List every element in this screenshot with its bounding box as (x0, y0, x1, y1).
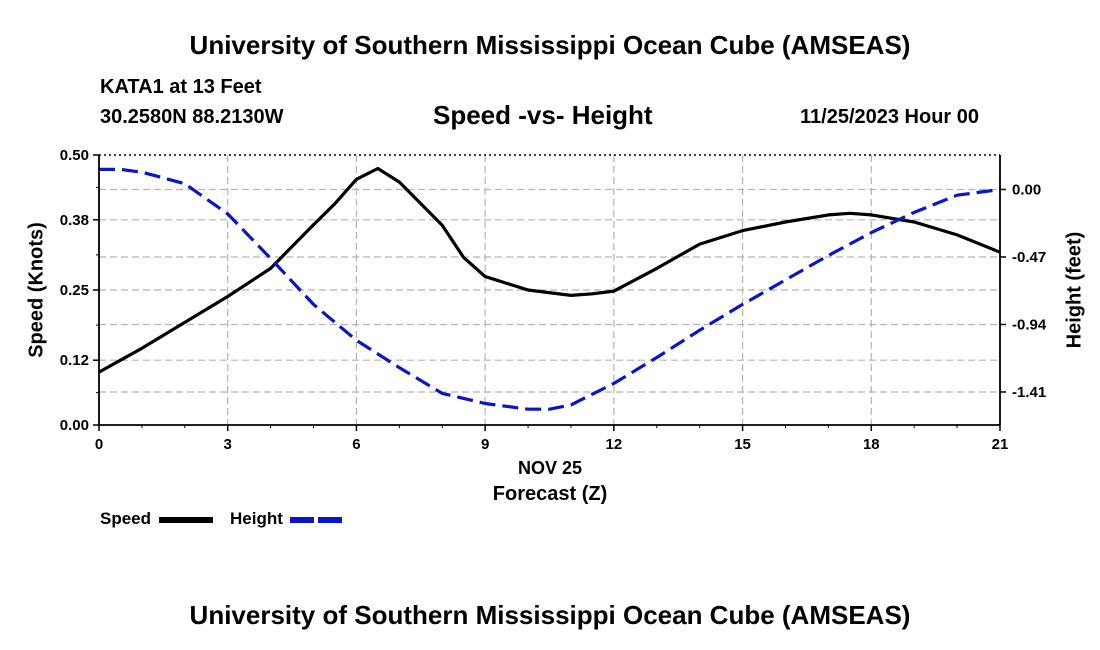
series-line-height (99, 167, 1001, 411)
legend-speed-swatch (159, 517, 213, 523)
axis-ticks: 0 3 6 9 12 15 18 21 0.00 0.12 0.25 0.38 0.50 0.00 -0.4… (60, 147, 1047, 453)
x-tick-label: 18 (863, 436, 880, 453)
page-title: University of Southern Mississippi Ocean… (189, 30, 911, 60)
y-tick-label: 0.00 (60, 417, 89, 434)
x-axis-date-label: NOV 25 (517, 458, 583, 478)
x-tick-label: 3 (224, 436, 232, 453)
x-axis-title: Forecast (Z) (492, 483, 608, 505)
series-line-speed (98, 166, 1001, 374)
series-lines (98, 166, 1001, 411)
x-tick-label: 0 (95, 436, 103, 453)
y-tick-label: 0.25 (60, 282, 89, 299)
y2-axis-title: Height (feet) (1063, 231, 1086, 349)
y-tick-label: 0.12 (60, 352, 89, 369)
x-tick-label: 9 (481, 436, 489, 453)
x-tick-label: 21 (992, 436, 1009, 453)
plot-frame (98, 154, 1001, 426)
grid-lines (99, 155, 1000, 425)
x-tick-label: 15 (734, 436, 751, 453)
y2-tick-label: -0.47 (1012, 249, 1046, 266)
legend-height-label: Height (230, 509, 283, 528)
station-coordinates: 30.2580N 88.2130W (100, 106, 284, 128)
legend-speed-label: Speed (100, 509, 152, 528)
y2-tick-label: -0.94 (1012, 316, 1047, 333)
y2-tick-label: 0.00 (1012, 181, 1041, 198)
footer-title: University of Southern Mississippi Ocean… (189, 600, 911, 630)
chart-subtitle: Speed -vs- Height (433, 100, 653, 130)
forecast-datetime: 11/25/2023 Hour 00 (800, 106, 980, 128)
station-label: KATA1 at 13 Feet (100, 76, 262, 98)
y-tick-label: 0.38 (60, 212, 89, 229)
x-tick-label: 12 (606, 436, 623, 453)
y-tick-label: 0.50 (60, 147, 89, 164)
y2-tick-label: -1.41 (1012, 384, 1046, 401)
x-tick-label: 6 (352, 436, 360, 453)
legend-height-swatch (290, 517, 342, 523)
y-axis-title: Speed (Knots) (25, 222, 48, 358)
